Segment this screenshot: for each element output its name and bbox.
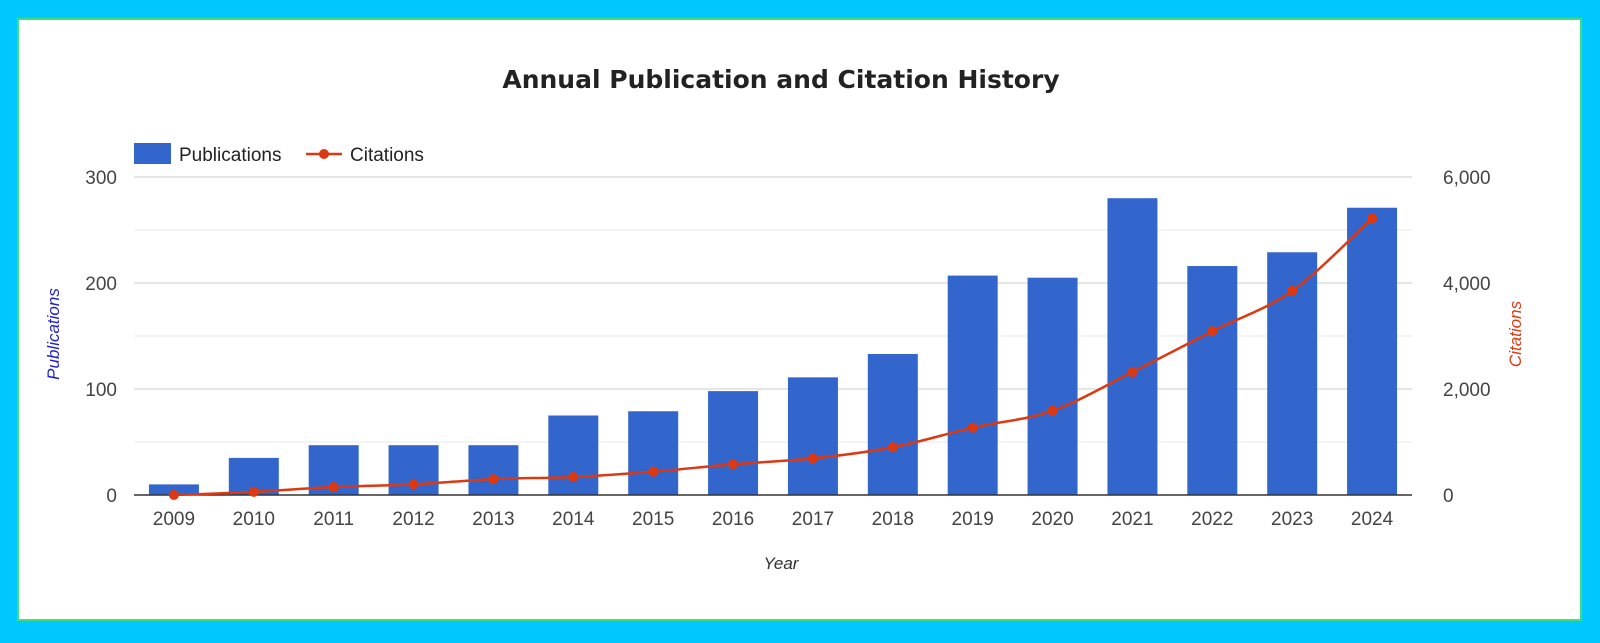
x-axis-title: Year: [764, 554, 800, 573]
x-tick-label: 2009: [153, 509, 195, 530]
bar-2021: [1107, 198, 1158, 495]
point-2014: [568, 471, 579, 482]
x-tick-label: 2020: [1031, 509, 1073, 530]
bar-2014: [548, 415, 599, 495]
x-tick-label: 2016: [712, 509, 754, 530]
bar-2018: [867, 354, 918, 495]
x-tick-label: 2015: [632, 509, 674, 530]
bar-2019: [947, 275, 998, 495]
y-tick-label-left: 0: [106, 486, 117, 507]
y-tick-label-right: 6,000: [1443, 168, 1491, 189]
point-2023: [1287, 285, 1298, 296]
y-axis-title-right: Citations: [1506, 300, 1525, 367]
bar-2016: [708, 391, 759, 495]
combo-chart: Annual Publication and Citation History …: [44, 65, 1525, 573]
point-2024: [1367, 213, 1378, 224]
bar-2015: [628, 411, 679, 495]
chart-card: Annual Publication and Citation History …: [17, 18, 1582, 621]
x-tick-label: 2022: [1191, 509, 1233, 530]
y-tick-label-right: 4,000: [1443, 274, 1491, 295]
x-tick-label: 2021: [1111, 509, 1153, 530]
y-axis-title-left: Publications: [44, 288, 63, 380]
bar-2020: [1027, 277, 1078, 495]
bar-2024: [1347, 207, 1398, 496]
line-series-citations: [168, 213, 1378, 500]
y-tick-label-left: 300: [85, 168, 117, 189]
point-2019: [967, 422, 978, 433]
x-tick-label: 2017: [792, 509, 834, 530]
bar-2009: [148, 484, 199, 495]
y-tick-label-left: 100: [85, 380, 117, 401]
x-tick-label: 2019: [952, 509, 994, 530]
x-tick-label: 2023: [1271, 509, 1313, 530]
citations-line: [173, 217, 1373, 497]
x-tick-label: 2012: [392, 509, 434, 530]
point-2021: [1127, 367, 1138, 378]
legend-label-publications: Publications: [179, 145, 281, 166]
point-2011: [328, 482, 339, 493]
bar-2013: [468, 445, 519, 495]
y-tick-label-right: 2,000: [1443, 380, 1491, 401]
point-2015: [648, 466, 659, 477]
x-axis-ticks: 2009 2010 2011 2012 2013 2014 2015 2016 2017 2018…: [153, 509, 1394, 530]
y-tick-label-left: 200: [85, 274, 117, 295]
point-2013: [488, 474, 499, 485]
x-tick-label: 2013: [472, 509, 514, 530]
bar-2017: [787, 377, 838, 495]
point-2020: [1047, 405, 1058, 416]
bar-2022: [1187, 266, 1238, 495]
point-2010: [248, 486, 259, 497]
y-tick-label-right: 0: [1443, 486, 1454, 507]
y-axis-ticks-left: 0 100 200 300: [85, 168, 117, 507]
x-tick-label: 2024: [1351, 509, 1394, 530]
y-axis-ticks-right: 0 2,000 4,000 6,000: [1443, 168, 1491, 507]
bar-series-publications: [148, 198, 1398, 496]
legend-marker-citations: [319, 149, 329, 159]
point-2018: [887, 442, 898, 453]
legend: Publications Citations: [134, 143, 424, 166]
point-2009: [168, 490, 179, 500]
point-2022: [1207, 326, 1218, 337]
x-tick-label: 2018: [872, 509, 914, 530]
legend-label-citations: Citations: [350, 145, 424, 166]
x-tick-label: 2014: [552, 509, 595, 530]
gridlines: [134, 176, 1412, 443]
legend-swatch-publications: [134, 143, 171, 164]
point-2017: [807, 453, 818, 464]
x-tick-label: 2011: [313, 509, 354, 530]
point-2016: [728, 459, 739, 470]
chart-title: Annual Publication and Citation History: [502, 65, 1059, 94]
point-2012: [408, 479, 419, 490]
x-tick-label: 2010: [233, 509, 275, 530]
